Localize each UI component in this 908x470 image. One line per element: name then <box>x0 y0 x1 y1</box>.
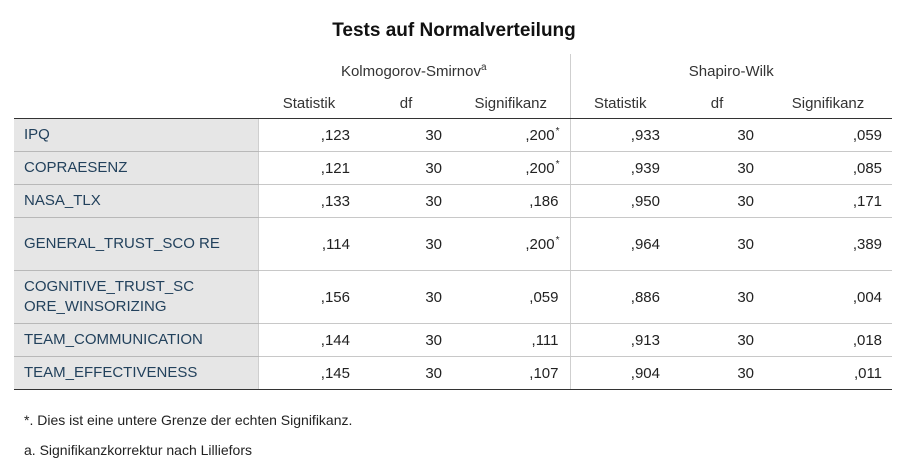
footnote-lower-bound: *. Dies ist eine untere Grenze der echte… <box>24 412 353 428</box>
sw-statistic-cell: ,964 <box>569 217 670 271</box>
sw-df-cell: 30 <box>670 151 764 185</box>
ks-df-cell: 30 <box>360 184 452 218</box>
ks-statistic-cell: ,145 <box>257 356 360 390</box>
table-row: TEAM_EFFECTIVENESS ,145 30 ,107 ,904 30 … <box>14 356 893 390</box>
ks-significance-cell: ,107 <box>452 356 570 390</box>
row-label: COPRAESENZ <box>14 151 258 185</box>
column-header: Signifikanz <box>452 88 570 119</box>
sw-significance-cell: ,085 <box>764 151 893 185</box>
table-row: COPRAESENZ ,121 30 ,200* ,939 30 ,085 <box>14 151 893 185</box>
lower-bound-mark: * <box>555 125 560 137</box>
footnote-lilliefors: a. Signifikanzkorrektur nach Lilliefors <box>24 442 252 458</box>
ks-df-cell: 30 <box>360 356 452 390</box>
row-label: NASA_TLX <box>14 184 258 218</box>
sw-df-cell: 30 <box>670 323 764 357</box>
ks-df-cell: 30 <box>360 323 452 357</box>
table-row: NASA_TLX ,133 30 ,186 ,950 30 ,171 <box>14 184 893 218</box>
ks-significance-value: ,107 <box>529 364 559 382</box>
ks-df-cell: 30 <box>360 118 452 152</box>
table-row: COGNITIVE_TRUST_SC ORE_WINSORIZING ,156 … <box>14 270 893 324</box>
ks-significance-value: ,059 <box>529 288 559 306</box>
column-header: Statistik <box>569 88 670 119</box>
ks-significance-value: ,200 <box>525 159 555 177</box>
row-label: TEAM_EFFECTIVENESS <box>14 356 258 390</box>
row-label: TEAM_COMMUNICATION <box>14 323 258 357</box>
ks-df-cell: 30 <box>360 151 452 185</box>
ks-significance-cell: ,186 <box>452 184 570 218</box>
corner-cell <box>14 54 258 88</box>
column-header: Signifikanz <box>764 88 893 119</box>
sw-significance-cell: ,059 <box>764 118 893 152</box>
row-label: IPQ <box>14 118 258 152</box>
sw-significance-cell: ,011 <box>764 356 893 390</box>
sw-significance-cell: ,004 <box>764 270 893 324</box>
normality-tests-table: Kolmogorov-Smirnova Shapiro-Wilk Statist… <box>14 54 893 390</box>
ks-significance-cell: ,111 <box>452 323 570 357</box>
ks-statistic-cell: ,133 <box>257 184 360 218</box>
sw-statistic-cell: ,933 <box>569 118 670 152</box>
ks-df-cell: 30 <box>360 270 452 324</box>
table-row: IPQ ,123 30 ,200* ,933 30 ,059 <box>14 118 893 152</box>
sw-df-cell: 30 <box>670 118 764 152</box>
ks-significance-value: ,111 <box>531 331 559 349</box>
ks-statistic-cell: ,123 <box>257 118 360 152</box>
sw-significance-cell: ,389 <box>764 217 893 271</box>
sw-significance-cell: ,018 <box>764 323 893 357</box>
sw-statistic-cell: ,904 <box>569 356 670 390</box>
sw-df-cell: 30 <box>670 356 764 390</box>
column-header: Statistik <box>258 88 360 119</box>
ks-significance-cell: ,200* <box>452 151 570 185</box>
table-row: GENERAL_TRUST_SCO RE ,114 30 ,200* ,964 … <box>14 217 893 271</box>
ks-statistic-cell: ,144 <box>257 323 360 357</box>
ks-significance-cell: ,200* <box>452 217 570 271</box>
sw-statistic-cell: ,913 <box>569 323 670 357</box>
group-header-shapiro-wilk: Shapiro-Wilk <box>569 54 893 88</box>
ks-significance-value: ,200 <box>525 126 555 144</box>
sw-statistic-cell: ,950 <box>569 184 670 218</box>
row-label: COGNITIVE_TRUST_SC ORE_WINSORIZING <box>14 270 258 324</box>
ks-statistic-cell: ,121 <box>257 151 360 185</box>
ks-significance-value: ,200 <box>525 235 555 253</box>
table-title: Tests auf Normalverteilung <box>332 20 576 41</box>
sw-df-cell: 30 <box>670 217 764 271</box>
group-label-ks: Kolmogorov-Smirnov <box>340 63 481 80</box>
group-label-ks-footnote-mark: a <box>480 62 487 73</box>
lower-bound-mark: * <box>555 158 560 170</box>
sw-significance-cell: ,171 <box>764 184 893 218</box>
lower-bound-mark: * <box>555 234 560 246</box>
group-label-sw: Shapiro-Wilk <box>688 62 774 80</box>
sw-df-cell: 30 <box>670 270 764 324</box>
sw-statistic-cell: ,886 <box>569 270 670 324</box>
sw-df-cell: 30 <box>670 184 764 218</box>
ks-statistic-cell: ,156 <box>257 270 360 324</box>
ks-significance-cell: ,200* <box>452 118 570 152</box>
column-header: df <box>360 88 452 119</box>
ks-statistic-cell: ,114 <box>257 217 360 271</box>
group-header-kolmogorov-smirnov: Kolmogorov-Smirnova <box>258 54 570 88</box>
column-header: df <box>670 88 764 119</box>
row-label: GENERAL_TRUST_SCO RE <box>14 217 258 271</box>
corner-cell-sub <box>14 88 258 119</box>
ks-df-cell: 30 <box>360 217 452 271</box>
ks-significance-cell: ,059 <box>452 270 570 324</box>
ks-significance-value: ,186 <box>529 192 559 210</box>
table-row: TEAM_COMMUNICATION ,144 30 ,111 ,913 30 … <box>14 323 893 357</box>
sw-statistic-cell: ,939 <box>569 151 670 185</box>
